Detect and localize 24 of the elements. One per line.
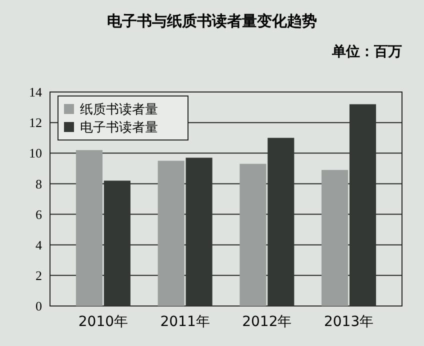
y-tick-label: 8 (36, 176, 42, 192)
bar (268, 138, 294, 306)
bar (186, 158, 212, 306)
bar (322, 170, 348, 306)
legend-label: 电子书读者量 (80, 120, 158, 136)
bar (349, 104, 376, 306)
x-tick-label: 2012年 (242, 314, 292, 330)
bar (240, 164, 266, 306)
x-tick-label: 2010年 (78, 314, 128, 330)
x-tick-label: 2013年 (324, 314, 374, 330)
y-tick-label: 6 (36, 206, 42, 222)
y-tick-label: 4 (36, 237, 42, 252)
y-tick-label: 12 (29, 115, 42, 130)
bar (76, 150, 103, 306)
chart-title: 电子书与纸质书读者量变化趋势 (107, 12, 317, 30)
legend-label: 纸质书读者量 (80, 102, 158, 118)
text: 单位：百万 (331, 44, 402, 60)
bar (104, 180, 130, 306)
y-tick-label: 10 (29, 146, 42, 161)
y-tick-label: 0 (36, 298, 42, 314)
y-tick-label: 2 (36, 268, 42, 283)
y-tick-label: 14 (29, 84, 42, 100)
x-tick-label: 2011年 (160, 314, 210, 330)
bar (158, 160, 184, 306)
